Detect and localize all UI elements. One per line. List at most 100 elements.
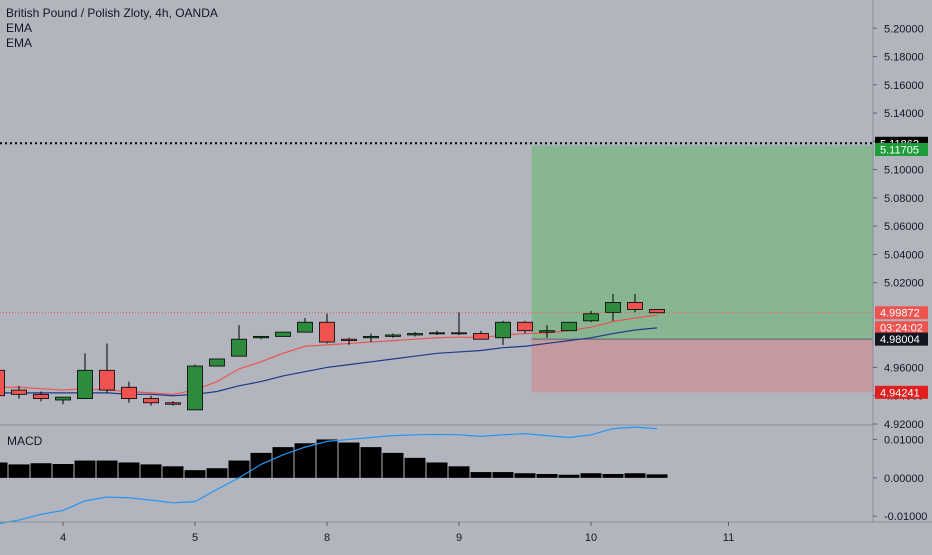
time-tick-label: 10 — [585, 532, 597, 544]
candle — [407, 332, 423, 337]
candle — [583, 310, 599, 323]
candle-body-down — [143, 398, 159, 404]
macd-histogram-bar — [316, 439, 338, 478]
candle-body-down — [451, 332, 467, 335]
candle — [649, 309, 665, 314]
candle — [429, 330, 445, 335]
candle — [539, 325, 555, 338]
candle — [561, 321, 577, 332]
macd-histogram-bar — [294, 443, 316, 478]
candle-body-down — [473, 333, 489, 340]
candle — [33, 391, 49, 402]
macd-histogram-bar — [558, 474, 580, 478]
macd-histogram-bar — [140, 464, 162, 478]
price-tick-label: 5.20000 — [884, 23, 924, 35]
macd-histogram-bar — [404, 457, 426, 478]
price-tick-label: 5.16000 — [884, 80, 924, 92]
loss-zone — [531, 339, 873, 393]
macd-label[interactable]: MACD — [7, 434, 43, 448]
macd-tick-label: -0.01000 — [884, 511, 927, 523]
macd-histogram-bar — [602, 474, 624, 478]
candle-body-up — [583, 313, 599, 322]
time-tick-label: 4 — [60, 532, 66, 544]
candle-body-down — [11, 389, 27, 395]
candle-body-up — [275, 331, 291, 337]
candles[interactable] — [0, 293, 665, 411]
macd-histogram-bar — [580, 473, 602, 478]
time-tick-label: 11 — [723, 532, 734, 544]
chart-legend[interactable]: British Pound / Polish Zloty, 4h, OANDA … — [6, 6, 218, 51]
position-zones[interactable] — [531, 145, 873, 393]
macd-histogram-bar — [118, 462, 140, 478]
candle-body-up — [231, 338, 247, 357]
macd-histogram-bar — [646, 474, 668, 478]
candle-body-up — [539, 330, 555, 333]
macd-histogram-bar — [228, 460, 250, 478]
symbol-title[interactable]: British Pound / Polish Zloty, 4h, OANDA — [6, 6, 218, 20]
macd-histogram-bar — [250, 452, 272, 478]
time-tick-label: 5 — [192, 532, 198, 544]
macd-tick-label: 0.00000 — [884, 473, 924, 485]
entry-tag-label: 4.98004 — [880, 334, 920, 346]
macd-histogram-bar — [8, 464, 30, 478]
candle — [77, 353, 93, 399]
candle — [55, 396, 71, 405]
candle-body-up — [429, 332, 445, 335]
current-price-tag-label: 4.99872 — [880, 308, 920, 320]
price-tick-label: 5.08000 — [884, 193, 924, 205]
macd-histogram-bar — [492, 472, 514, 478]
macd-histogram-bar — [74, 460, 96, 478]
candle-body-down — [0, 369, 5, 397]
price-tags: 5.118625.117054.9987203:24:024.980044.94… — [875, 136, 928, 399]
macd-line — [0, 426, 658, 525]
reference-lines — [0, 142, 873, 340]
candle-body-down — [517, 321, 533, 332]
macd-histogram-bar — [536, 474, 558, 478]
candle — [121, 381, 137, 403]
candle — [605, 293, 621, 321]
candle — [297, 318, 313, 333]
current-price-tag: 4.99872 — [875, 306, 928, 320]
macd-histogram-bar — [514, 473, 536, 478]
candle — [473, 330, 489, 340]
candle-body-down — [99, 369, 115, 391]
stop-loss-tag-bg — [875, 385, 928, 399]
candle-body-up — [407, 333, 423, 336]
candle-body-up — [209, 358, 225, 367]
stop-loss-tag: 4.94241 — [875, 385, 928, 399]
entry-tag: 4.98004 — [875, 332, 928, 346]
candle — [341, 337, 357, 345]
entry-tag-bg — [875, 332, 928, 346]
candle-body-down — [165, 402, 181, 405]
macd-histogram-bar — [360, 447, 382, 478]
candle-body-up — [253, 335, 269, 339]
macd-histogram-bar — [96, 460, 118, 478]
macd-histogram-bar — [162, 466, 184, 478]
candle-body-up — [187, 365, 203, 411]
macd-histogram-bar — [206, 468, 228, 478]
countdown-tag-label: 03:24:02 — [880, 323, 923, 335]
macd-histogram-bar — [382, 452, 404, 478]
candle-body-up — [561, 321, 577, 332]
current-price-tag-bg — [875, 306, 928, 320]
ema-legend-1[interactable]: EMA — [6, 21, 33, 35]
time-tick-label: 8 — [324, 532, 330, 544]
ema-legend-2[interactable]: EMA — [6, 36, 33, 50]
price-tick-label: 5.14000 — [884, 108, 924, 120]
macd-tick-label: 0.01000 — [884, 434, 924, 446]
take-profit-tag-bg — [875, 143, 928, 157]
candle-body-down — [341, 338, 357, 342]
candle — [231, 325, 247, 357]
take-profit-tag: 5.11705 — [875, 143, 928, 157]
candle-body-down — [33, 393, 49, 399]
candle — [99, 343, 115, 393]
candle-body-up — [385, 334, 401, 337]
macd-histogram-bar — [52, 464, 74, 478]
candle-body-up — [55, 396, 71, 401]
stop-loss-tag-label: 4.94241 — [880, 387, 920, 399]
price-tick-label: 5.02000 — [884, 278, 924, 290]
price-tick-label: 4.96000 — [884, 362, 924, 374]
